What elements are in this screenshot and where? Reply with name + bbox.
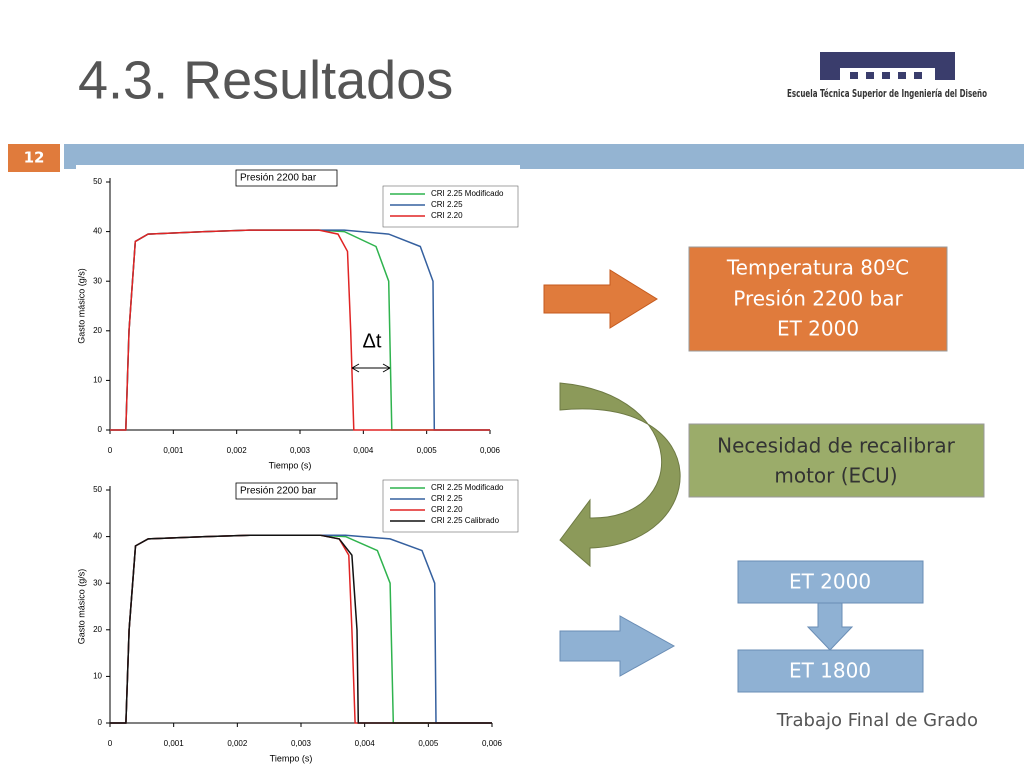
- x-tick-label: 0,005: [417, 446, 438, 455]
- box-text: motor (ECU): [774, 464, 897, 488]
- y-tick-label: 0: [98, 425, 103, 434]
- blue-box: [737, 560, 924, 604]
- series-line: [110, 534, 492, 724]
- legend-label: CRI 2.25: [431, 494, 463, 503]
- legend-label: CRI 2.25 Modificado: [431, 189, 504, 198]
- y-tick-label: 50: [93, 485, 102, 494]
- logo-text: Escuela Técnica Superior de Ingeniería d…: [787, 88, 987, 100]
- x-tick-label: 0,004: [353, 446, 374, 455]
- title-box: [235, 169, 338, 187]
- x-axis-label: Tiempo (s): [270, 753, 313, 763]
- y-tick-label: 50: [93, 177, 102, 186]
- y-axis-label: Gasto másico (g/s): [76, 268, 86, 344]
- legend-label: CRI 2.25 Calibrado: [431, 516, 500, 525]
- legend-label: CRI 2.20: [431, 211, 463, 220]
- annotation-arrow: [351, 363, 391, 373]
- box-text: ET 2000: [789, 570, 871, 594]
- x-tick-label: 0,003: [290, 446, 311, 455]
- chart: 0 10 20 30 40 50 0 0,001 0,002 0,003 0,004 0,005 0,0…: [76, 169, 519, 470]
- logo: [820, 52, 955, 80]
- x-tick-label: 0,006: [482, 739, 503, 748]
- x-tick-label: 0: [108, 446, 113, 455]
- box-text: Presión 2200 bar: [733, 287, 903, 311]
- chart: 0 10 20 30 40 50 0 0,001 0,002 0,003 0,004 0,005 0,0…: [76, 479, 519, 763]
- legend: [382, 185, 519, 228]
- footer: Trabajo Final de Grado: [776, 710, 978, 731]
- y-tick-label: 30: [93, 276, 102, 285]
- y-tick-label: 20: [93, 326, 102, 335]
- green-box: [688, 423, 985, 498]
- box-text: ET 2000: [777, 317, 859, 341]
- arrow: [543, 269, 658, 329]
- x-tick-label: 0,004: [355, 739, 376, 748]
- chart-title: Presión 2200 bar: [240, 173, 317, 184]
- slide-title: 4.3. Resultados: [78, 50, 453, 110]
- title-box: [235, 482, 338, 500]
- y-tick-label: 20: [93, 625, 102, 634]
- curved-arrow: [559, 382, 681, 568]
- y-tick-label: 40: [93, 532, 102, 541]
- header-bar: [64, 144, 1024, 169]
- legend-label: CRI 2.25 Modificado: [431, 483, 504, 492]
- x-tick-label: 0,001: [164, 739, 185, 748]
- series-line: [110, 229, 490, 431]
- x-tick-label: 0,002: [227, 739, 248, 748]
- y-tick-label: 10: [93, 672, 102, 681]
- orange-box: [688, 246, 948, 352]
- chart-title: Presión 2200 bar: [240, 486, 317, 497]
- arrow: [559, 615, 676, 677]
- y-axis-label: Gasto másico (g/s): [76, 569, 86, 645]
- box-text: Temperatura 80ºC: [726, 256, 909, 280]
- legend-label: CRI 2.20: [431, 505, 463, 514]
- x-tick-label: 0,002: [227, 446, 248, 455]
- x-tick-label: 0,005: [418, 739, 439, 748]
- x-tick-label: 0: [108, 739, 113, 748]
- legend-label: CRI 2.25: [431, 200, 463, 209]
- y-tick-label: 30: [93, 578, 102, 587]
- page-number: 12: [24, 149, 45, 167]
- annotation: Δt: [363, 330, 382, 352]
- x-tick-label: 0,006: [480, 446, 501, 455]
- x-tick-label: 0,001: [163, 446, 184, 455]
- box-text: Necesidad de recalibrar: [717, 434, 956, 458]
- y-tick-label: 10: [93, 376, 102, 385]
- y-tick-label: 0: [98, 718, 103, 727]
- y-tick-label: 40: [93, 227, 102, 236]
- x-axis-label: Tiempo (s): [269, 460, 312, 470]
- box-text: ET 1800: [789, 659, 871, 683]
- down-arrow: [806, 602, 854, 651]
- blue-box: [737, 649, 924, 693]
- x-tick-label: 0,003: [291, 739, 312, 748]
- page-badge: [8, 144, 60, 172]
